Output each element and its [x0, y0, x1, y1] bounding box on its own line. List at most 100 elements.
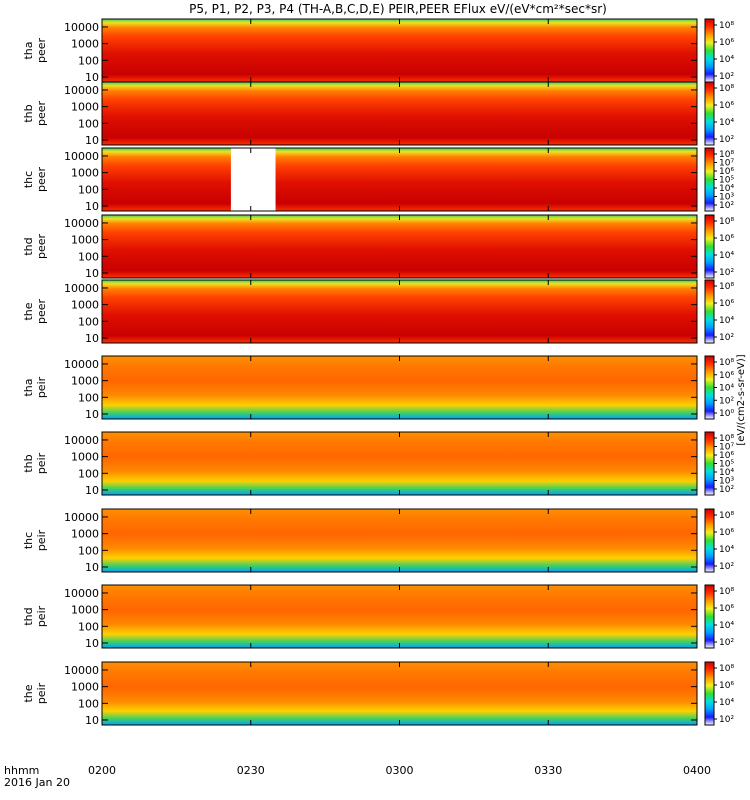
y-tick-label: 1000: [71, 167, 99, 180]
colorbar-tick-label: 10⁶: [719, 299, 734, 309]
colorbar-tick-label: 10⁸: [719, 434, 734, 444]
colorbar-tick-label: 10²: [719, 72, 734, 82]
spectrogram-thc-peer: [102, 148, 697, 211]
colorbar-tick-label: 10⁶: [719, 234, 734, 244]
colorbar-tick-label: 10²: [719, 396, 734, 406]
panel-label-thc-peer: thcpeer: [22, 167, 48, 193]
panel-label-line1: the: [22, 302, 35, 320]
x-tick-label: 0230: [237, 764, 265, 777]
spectrogram-thc-peir: [102, 509, 697, 572]
spectrogram-the-peir: [102, 662, 697, 725]
colorbar-tick-label: 10⁶: [719, 371, 734, 381]
colorbar-thb-peir: [704, 431, 715, 496]
colorbar-tick-label: 10⁸: [719, 587, 734, 597]
x-tick-label: 0300: [386, 764, 414, 777]
colorbar-thd-peer: [704, 214, 715, 279]
panel-label-tha-peir: thapeir: [22, 376, 48, 398]
panel-label-line1: tha: [22, 41, 35, 59]
colorbar-tick-label: 10⁸: [719, 84, 734, 94]
panel-label-line2: peer: [35, 101, 48, 127]
panel-label-line1: thd: [22, 237, 35, 255]
panel-label-line2: peer: [35, 299, 48, 325]
y-tick-label: 100: [78, 467, 99, 480]
spectrogram-thb-peer: [102, 82, 697, 145]
colorbar-tick-label: 10⁴: [719, 698, 734, 708]
colorbar-tick-label: 10⁴: [719, 184, 734, 194]
colorbar-tick-label: 10⁶: [719, 604, 734, 614]
panels-group: 10 100 1000 10000 tha peer 10² 10⁴ 10⁶ 10⁸ 10 100 10…: [22, 18, 734, 727]
y-tick-label: 1000: [71, 451, 99, 464]
panel-label-line2: peir: [35, 529, 48, 551]
colorbar-tick-label: 10⁶: [719, 101, 734, 111]
x-tick-label: 0330: [534, 764, 562, 777]
panel-label-thd-peir: thdpeir: [22, 605, 48, 627]
colorbar-tick-label: 10⁴: [719, 384, 734, 394]
y-tick-label: 100: [78, 315, 99, 328]
colorbar-tick-label: 10³: [719, 193, 734, 203]
y-tick-label: 10: [85, 637, 99, 650]
colorbar-tick-label: 10³: [719, 477, 734, 487]
panel-label-line2: peer: [35, 167, 48, 193]
y-tick-label: 10: [85, 332, 99, 345]
panel-label-line1: thc: [22, 171, 35, 188]
y-tick-label: 10000: [64, 84, 99, 97]
panel-label-thb-peir: thbpeir: [22, 452, 48, 474]
y-tick-label: 100: [78, 391, 99, 404]
panel-the-peir: 10 100 1000 10000 thepeir 10² 10⁴ 10⁶ 10⁸: [22, 661, 734, 727]
colorbar-tick-label: 10⁸: [719, 511, 734, 521]
colorbar-tick-label: 10²: [719, 333, 734, 343]
spectrogram-tha-peer: [102, 19, 697, 82]
y-tick-label: 10000: [64, 21, 99, 34]
colorbar-thc-peer: [704, 147, 715, 212]
y-tick-label: 100: [78, 620, 99, 633]
y-tick-label: 10: [85, 200, 99, 213]
panel-label-line2: peir: [35, 605, 48, 627]
colorbar-tick-label: 10⁶: [719, 681, 734, 691]
x-axis: 0200 0230 0300 0330 0400 [eV/(cm2-s-sr-eV)]: [88, 354, 747, 777]
colorbar-tick-label: 10⁴: [719, 55, 734, 65]
colorbar-tick-label: 10⁸: [719, 664, 734, 674]
panel-label-line1: thb: [22, 104, 35, 122]
panel-label-thc-peir: thcpeir: [22, 529, 48, 551]
colorbar-tick-label: 10²: [719, 135, 734, 145]
y-tick-label: 100: [78, 117, 99, 130]
y-tick-label: 10: [85, 134, 99, 147]
y-tick-label: 1000: [71, 681, 99, 694]
data-gap-thc-peer: [230, 148, 276, 211]
y-tick-label: 10000: [64, 282, 99, 295]
colorbar-the-peer: [704, 279, 715, 344]
colorbar-tick-label: 10⁶: [719, 451, 734, 461]
panel-label-line2: peir: [35, 682, 48, 704]
panel-label-line1: thd: [22, 607, 35, 625]
panel-thd-peer: 10 100 1000 10000 thdpeer 10² 10⁴ 10⁶ 10⁸: [22, 214, 734, 280]
colorbar-tick-label: 10⁴: [719, 468, 734, 478]
colorbar-tick-label: 10⁷: [719, 159, 734, 169]
y-tick-label: 1000: [71, 375, 99, 388]
y-tick-label: 100: [78, 544, 99, 557]
panel-thb-peir: 10 100 1000 10000 thbpeir 10²10³10⁴10⁵10⁶10⁷1…: [22, 431, 734, 497]
panel-thb-peer: 10 100 1000 10000 thbpeer 10² 10⁴ 10⁶ 10⁸: [22, 81, 734, 147]
colorbar-tick-label: 10²: [719, 485, 734, 495]
colorbar-the-peir: [704, 661, 715, 726]
panel-label-the-peir: thepeir: [22, 682, 48, 704]
y-tick-label: 1000: [71, 101, 99, 114]
panel-label-the-peer: thepeer: [22, 299, 48, 325]
y-tick-label: 1000: [71, 234, 99, 247]
panel-label-thd-peer: thdpeer: [22, 234, 48, 260]
panel-label-line1: tha: [22, 378, 35, 396]
spectrogram-the-peer: [102, 280, 697, 343]
spectrogram-thb-peir: [102, 432, 697, 495]
y-tick-label: 10: [85, 484, 99, 497]
panel-label-line2: peir: [35, 376, 48, 398]
x-tick-label: 0400: [683, 764, 711, 777]
y-tick-label: 1000: [71, 528, 99, 541]
colorbar-unit-label: [eV/(cm2-s-sr-eV)]: [736, 354, 747, 445]
y-tick-label: 10000: [64, 150, 99, 163]
y-tick-label: 10000: [64, 358, 99, 371]
panel-label-thb-peer: thbpeer: [22, 101, 48, 127]
colorbar-thb-peer: [704, 81, 715, 146]
y-tick-label: 10000: [64, 434, 99, 447]
colorbar-tick-label: 10⁸: [719, 282, 734, 292]
y-tick-label: 100: [78, 250, 99, 263]
